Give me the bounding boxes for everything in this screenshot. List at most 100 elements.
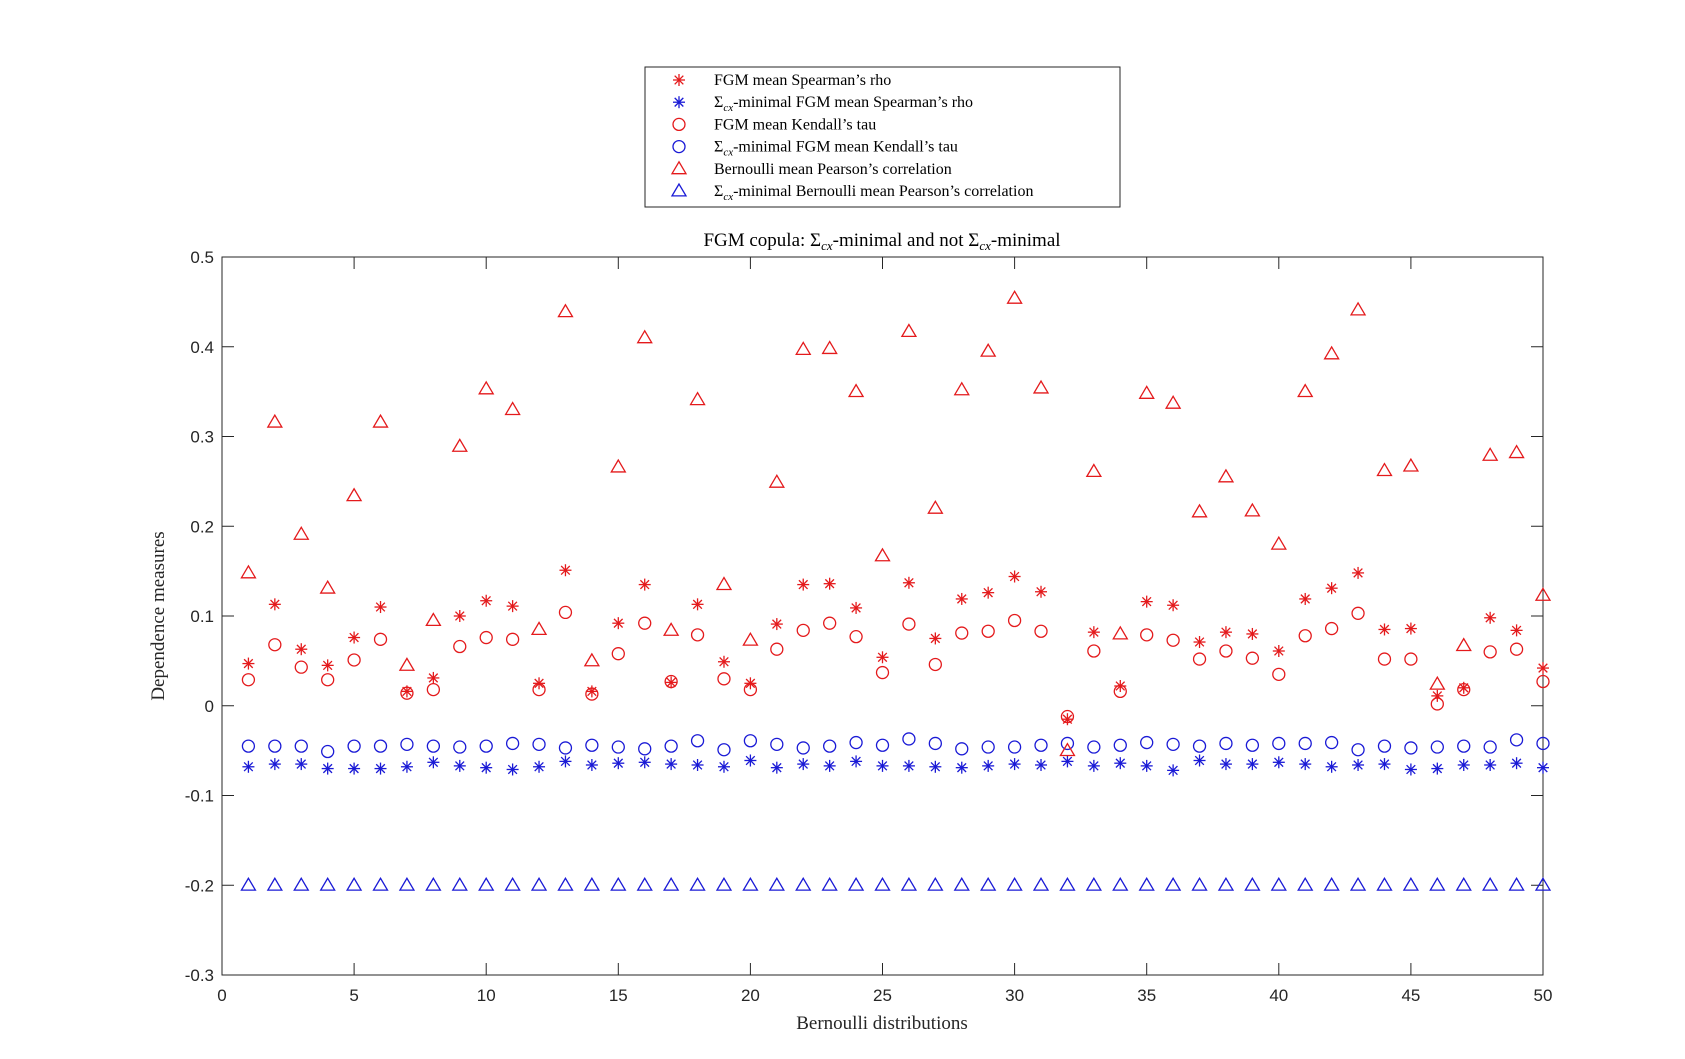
data-point-asterisk <box>268 758 281 771</box>
data-point-circle <box>1351 606 1365 620</box>
data-point-circle <box>1404 652 1418 666</box>
data-point-asterisk <box>1537 761 1549 774</box>
data-point-triangle <box>1376 876 1393 891</box>
data-point-circle <box>241 673 256 687</box>
data-point-circle <box>1219 736 1233 751</box>
data-point-asterisk <box>1140 595 1153 608</box>
data-point-asterisk <box>242 760 255 773</box>
data-point-asterisk <box>638 756 651 769</box>
data-point-triangle <box>345 487 363 502</box>
data-point-triangle <box>425 876 442 891</box>
data-point-triangle <box>1349 301 1367 316</box>
data-point-triangle <box>451 876 468 891</box>
data-point-circle <box>1430 740 1444 754</box>
data-point-asterisk <box>770 618 783 631</box>
data-point-circle <box>1219 644 1233 658</box>
data-point-triangle <box>847 876 865 891</box>
data-point-circle <box>321 673 335 687</box>
y-tick-label: 0.5 <box>190 248 214 267</box>
data-point-circle <box>268 638 282 652</box>
data-point-circle <box>426 682 441 697</box>
data-point-asterisk <box>770 761 783 774</box>
data-point-asterisk <box>1325 582 1338 595</box>
data-point-triangle <box>1376 462 1393 477</box>
data-point-triangle <box>1112 876 1129 891</box>
data-point-triangle <box>1138 385 1155 399</box>
data-point-asterisk <box>268 598 281 611</box>
data-point-asterisk <box>1035 758 1048 771</box>
data-point-triangle <box>953 876 970 891</box>
data-point-triangle <box>1402 457 1420 472</box>
legend-label: Σcx-minimal FGM mean Spearman’s rho <box>714 94 973 114</box>
data-point-circle <box>453 740 467 754</box>
data-point-asterisk <box>321 762 334 775</box>
x-tick-label: 45 <box>1401 986 1420 1005</box>
data-point-triangle <box>689 391 706 406</box>
data-point-asterisk <box>533 760 546 773</box>
data-point-triangle <box>530 621 548 636</box>
data-point-circle <box>294 739 308 753</box>
x-tick-label: 50 <box>1534 986 1553 1005</box>
data-point-circle <box>770 642 784 656</box>
data-point-circle <box>1536 674 1550 689</box>
x-tick-label: 5 <box>349 986 358 1005</box>
data-point-asterisk <box>453 759 466 772</box>
data-point-circle <box>1272 736 1286 751</box>
series-4 <box>240 290 1552 757</box>
data-point-circle <box>1034 624 1048 638</box>
data-point-asterisk <box>929 760 942 773</box>
data-point-circle <box>1483 740 1497 754</box>
data-point-triangle <box>425 612 442 627</box>
data-point-circle <box>347 739 361 753</box>
data-point-asterisk <box>1352 566 1365 579</box>
data-point-asterisk <box>453 610 466 622</box>
data-point-asterisk <box>480 594 493 607</box>
data-point-circle <box>823 616 837 630</box>
data-point-triangle <box>1006 876 1023 891</box>
data-point-triangle <box>1482 447 1499 461</box>
series-0 <box>242 564 1549 726</box>
data-point-triangle <box>1455 876 1472 891</box>
data-point-triangle <box>795 876 812 891</box>
data-point-asterisk <box>1246 758 1259 771</box>
data-point-circle <box>558 605 573 620</box>
y-tick-label: 0.4 <box>190 338 214 357</box>
x-tick-label: 30 <box>1005 986 1024 1005</box>
data-point-triangle <box>240 876 257 891</box>
x-tick-label: 20 <box>741 986 760 1005</box>
data-point-asterisk <box>1457 758 1470 771</box>
legend-symbol: Σ <box>714 94 723 111</box>
data-point-circle <box>743 682 758 697</box>
data-point-circle <box>717 743 731 757</box>
data-point-asterisk <box>374 762 387 775</box>
data-point-circle <box>796 741 810 755</box>
data-point-triangle <box>319 579 336 594</box>
data-point-asterisk <box>665 676 678 689</box>
data-point-asterisk <box>823 759 836 772</box>
legend-text: -minimal FGM mean Kendall’s tau <box>733 139 958 156</box>
data-point-asterisk <box>744 754 757 767</box>
data-point-circle <box>1166 737 1180 751</box>
data-point-circle <box>690 628 705 642</box>
data-point-circle <box>1324 621 1339 636</box>
data-point-circle <box>928 736 942 751</box>
data-point-asterisk <box>1325 760 1338 773</box>
data-point-asterisk <box>1272 756 1285 769</box>
data-point-triangle <box>1138 876 1155 891</box>
legend-marker-circle <box>672 139 686 154</box>
data-point-asterisk <box>823 577 836 590</box>
data-point-circle <box>1430 697 1444 711</box>
data-point-triangle <box>663 622 680 636</box>
data-point-triangle <box>900 876 918 891</box>
data-point-triangle <box>478 380 495 395</box>
data-point-triangle <box>1191 503 1208 518</box>
data-point-asterisk <box>506 600 519 613</box>
data-point-circle <box>664 674 678 689</box>
data-point-triangle <box>1244 502 1261 517</box>
data-point-asterisk <box>1140 759 1153 772</box>
axes: 0 5 10 15 20 25 30 35 40 45 50 -0.3 -0.2 -0.1 0 0.1 0.2 0… <box>185 248 1553 1005</box>
data-point-triangle <box>795 341 812 355</box>
data-point-circle <box>505 736 520 751</box>
data-point-triangle <box>1534 876 1552 891</box>
data-point-circle <box>585 687 599 701</box>
